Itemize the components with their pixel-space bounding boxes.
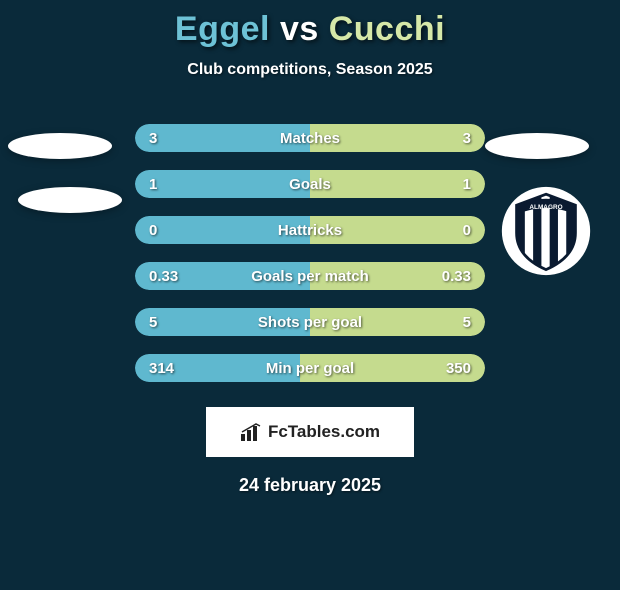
stat-label: Shots per goal xyxy=(258,314,362,331)
stat-row: 0 Hattricks 0 xyxy=(135,216,485,244)
stat-left-value: 5 xyxy=(149,314,157,331)
stats-container: 3 Matches 3 1 Goals 1 0 Hattricks 0 0.33 Goals per… xyxy=(135,124,485,382)
stat-label: Matches xyxy=(280,130,340,147)
fctables-text: FcTables.com xyxy=(268,422,380,442)
stat-right-value: 1 xyxy=(463,176,471,193)
stat-row: 5 Shots per goal 5 xyxy=(135,308,485,336)
stat-right-value: 0 xyxy=(463,222,471,239)
club-badge: ALMAGRO xyxy=(500,185,592,277)
player2-name: Cucchi xyxy=(329,10,445,48)
stat-left-value: 0.33 xyxy=(149,268,178,285)
stat-left-value: 314 xyxy=(149,360,174,377)
stat-left-value: 3 xyxy=(149,130,157,147)
stat-right-value: 5 xyxy=(463,314,471,331)
stat-row: 0.33 Goals per match 0.33 xyxy=(135,262,485,290)
avatar-left-2 xyxy=(18,187,122,213)
vs-text: vs xyxy=(280,10,319,48)
stat-label: Min per goal xyxy=(266,360,354,377)
stat-row: 1 Goals 1 xyxy=(135,170,485,198)
fctables-watermark: FcTables.com xyxy=(206,407,414,457)
stat-right-value: 0.33 xyxy=(442,268,471,285)
stat-row: 314 Min per goal 350 xyxy=(135,354,485,382)
avatar-right-1 xyxy=(485,133,589,159)
stat-left-value: 1 xyxy=(149,176,157,193)
date-text: 24 february 2025 xyxy=(0,475,620,496)
badge-label: ALMAGRO xyxy=(529,204,562,211)
stat-label: Goals xyxy=(289,176,331,193)
stat-label: Hattricks xyxy=(278,222,342,239)
stat-row: 3 Matches 3 xyxy=(135,124,485,152)
player1-name: Eggel xyxy=(175,10,270,48)
chart-icon xyxy=(240,423,262,441)
stat-left-value: 0 xyxy=(149,222,157,239)
avatar-left-1 xyxy=(8,133,112,159)
subtitle: Club competitions, Season 2025 xyxy=(0,61,620,79)
stat-right-value: 350 xyxy=(446,360,471,377)
comparison-title: Eggel vs Cucchi xyxy=(0,10,620,49)
stat-label: Goals per match xyxy=(251,268,369,285)
stat-right-value: 3 xyxy=(463,130,471,147)
